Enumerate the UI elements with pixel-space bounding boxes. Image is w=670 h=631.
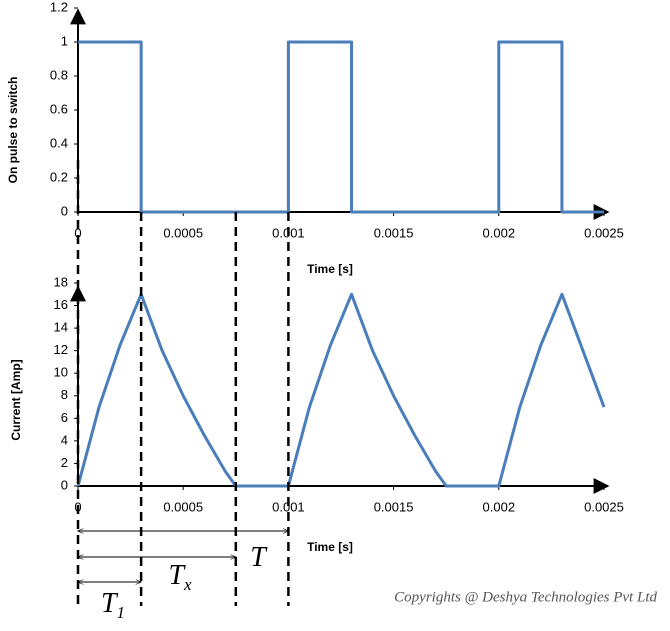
- y-tick-label: 0: [61, 477, 68, 492]
- y-axis-label: Current [Amp]: [9, 359, 23, 440]
- data-line: [76, 292, 606, 488]
- y-tick-label: 4: [61, 432, 68, 447]
- x-tick-label: 0.002: [483, 225, 516, 240]
- data-line: [78, 40, 604, 214]
- x-tick-label: 0.0005: [163, 499, 203, 514]
- x-axis-label: Time [s]: [307, 540, 353, 554]
- copyright: Copyrights @ Deshya Technologies Pvt Ltd: [394, 589, 657, 605]
- y-tick-label: 18: [54, 274, 68, 289]
- x-tick-label: 0.0015: [374, 225, 414, 240]
- y-tick-label: 2: [61, 455, 68, 470]
- x-tick-label: 0.001: [272, 499, 305, 514]
- span-label-main: T: [101, 588, 119, 619]
- y-tick-label: 0.4: [50, 135, 68, 150]
- span-label: T: [250, 542, 268, 573]
- y-tick-label: 0: [61, 203, 68, 218]
- span-label-main: T: [168, 560, 186, 591]
- x-tick-label: 0: [74, 225, 81, 240]
- span-label: T1: [101, 588, 125, 621]
- y-tick-label: 0.8: [50, 67, 68, 82]
- y-tick-label: 0.6: [50, 101, 68, 116]
- x-tick-label: 0.0025: [584, 499, 624, 514]
- y-tick-label: 1.2: [50, 0, 68, 14]
- y-tick-label: 1: [61, 33, 68, 48]
- y-tick-label: 12: [54, 342, 68, 357]
- x-tick-label: 0.0025: [584, 225, 624, 240]
- x-tick-label: 0.0005: [163, 225, 203, 240]
- y-tick-label: 8: [61, 387, 68, 402]
- span-label-sub: 1: [117, 603, 126, 622]
- span-label-sub: x: [183, 575, 192, 594]
- x-tick-label: 0.0015: [374, 499, 414, 514]
- x-tick-label: 0.002: [483, 499, 516, 514]
- span-label-main: T: [250, 542, 268, 573]
- y-tick-label: 16: [54, 297, 68, 312]
- y-tick-label: 0.2: [50, 169, 68, 184]
- y-tick-label: 6: [61, 410, 68, 425]
- x-axis-label: Time [s]: [307, 262, 353, 276]
- y-tick-label: 10: [54, 365, 68, 380]
- span-label: Tx: [168, 560, 192, 593]
- y-tick-label: 14: [54, 320, 68, 335]
- y-axis-label: On pulse to switch: [6, 77, 20, 184]
